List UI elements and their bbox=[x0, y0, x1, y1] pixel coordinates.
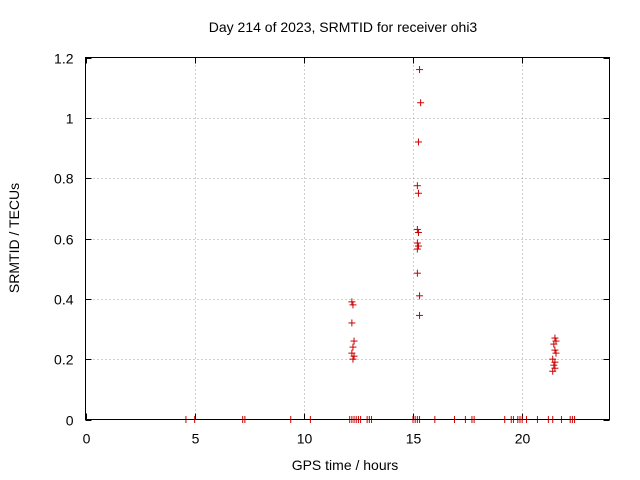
y-tick-label: 0.4 bbox=[54, 292, 74, 308]
data-point bbox=[552, 349, 560, 357]
data-point bbox=[413, 245, 421, 253]
x-tick-label: 15 bbox=[406, 431, 422, 447]
data-point bbox=[413, 269, 421, 277]
data-points bbox=[182, 66, 579, 423]
axis-ticks bbox=[85, 57, 610, 421]
data-point bbox=[349, 355, 357, 363]
data-point bbox=[413, 225, 421, 233]
y-tick-label: 1 bbox=[66, 111, 74, 127]
x-tick-label: 0 bbox=[83, 431, 91, 447]
x-axis-label: GPS time / hours bbox=[292, 457, 399, 473]
x-tick-label: 5 bbox=[192, 431, 200, 447]
data-point bbox=[416, 66, 424, 74]
chart-title: Day 214 of 2023, SRMTID for receiver ohi… bbox=[209, 19, 478, 35]
data-point bbox=[414, 189, 422, 197]
data-point bbox=[414, 242, 422, 250]
y-tick-label: 1.2 bbox=[54, 51, 74, 67]
y-tick-label: 0 bbox=[66, 413, 74, 429]
x-tick-label: 10 bbox=[297, 431, 313, 447]
data-point bbox=[413, 239, 421, 247]
y-axis-label: SRMTID / TECUs bbox=[6, 183, 22, 293]
x-tick-label: 20 bbox=[515, 431, 531, 447]
data-point bbox=[350, 337, 358, 345]
data-point bbox=[414, 228, 422, 236]
data-point bbox=[414, 138, 422, 146]
data-point bbox=[416, 292, 424, 300]
data-point bbox=[417, 99, 425, 107]
grid bbox=[85, 57, 610, 420]
plot-frame bbox=[85, 57, 610, 420]
data-point bbox=[349, 343, 357, 351]
data-point bbox=[413, 182, 421, 190]
data-point bbox=[348, 319, 356, 327]
data-point bbox=[551, 358, 559, 366]
data-point bbox=[416, 311, 424, 319]
data-point bbox=[551, 334, 559, 342]
tick-labels: 0 5 10 15 20 0 0.2 0.4 0.6 0.8 1 1.2 bbox=[54, 51, 530, 447]
y-tick-label: 0.8 bbox=[54, 171, 74, 187]
data-point bbox=[549, 367, 557, 375]
y-tick-label: 0.2 bbox=[54, 352, 74, 368]
data-point bbox=[550, 340, 558, 348]
data-point bbox=[349, 301, 357, 309]
y-tick-label: 0.6 bbox=[54, 232, 74, 248]
data-point bbox=[550, 361, 558, 369]
data-point bbox=[551, 346, 559, 354]
data-point bbox=[350, 352, 358, 360]
data-point bbox=[348, 298, 356, 306]
